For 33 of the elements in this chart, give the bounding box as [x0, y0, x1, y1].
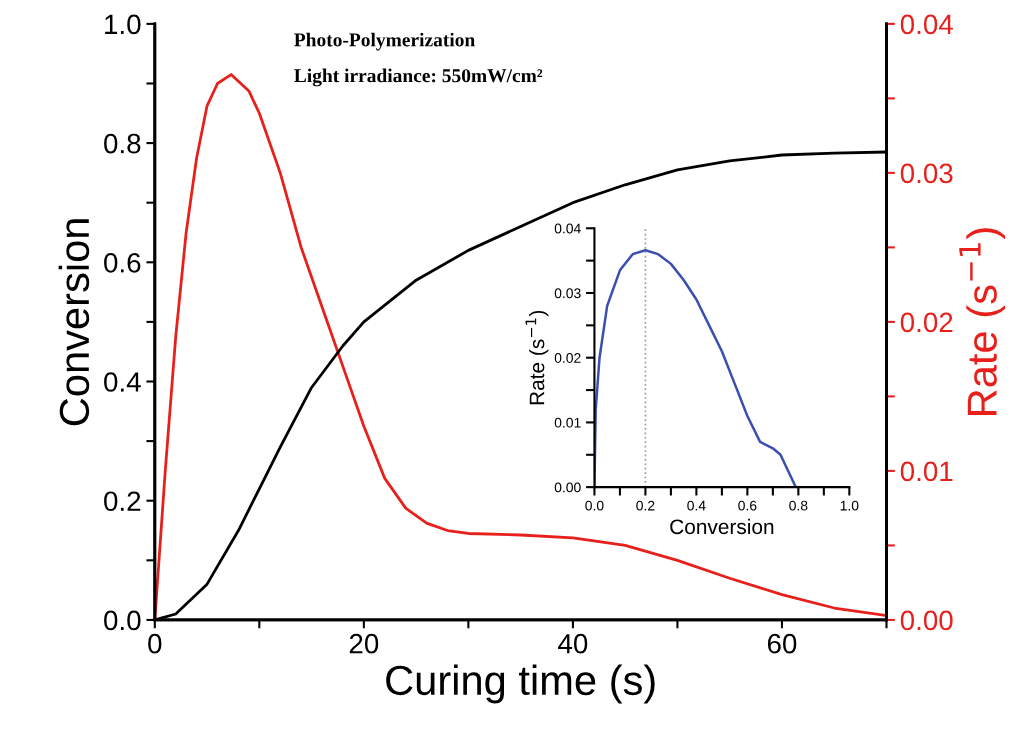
y-tick-label: 1.0 — [105, 14, 141, 35]
y-axis-title: Rate (s$^{−1}$) — [525, 310, 549, 405]
y-tick-label: 0.03 — [554, 288, 581, 299]
annotation: Light irradiance: 550mW/cm² — [294, 68, 543, 87]
y-tick-label: 0.4 — [104, 372, 141, 392]
x-tick-label: 0.6 — [738, 500, 757, 511]
y-tick-label: 0.0 — [104, 610, 141, 631]
y2-tick-label: 0.03 — [900, 163, 953, 184]
x-axis-title: Curing time (s) — [386, 664, 655, 704]
line-series — [594, 249, 798, 488]
y-axis-title: Conversion — [58, 219, 90, 426]
y-tick-label: 0.6 — [104, 252, 141, 273]
y2-tick-label: 0.01 — [900, 461, 953, 482]
x-tick-label: 0.4 — [687, 500, 706, 511]
y-tick-label: 0.02 — [554, 353, 581, 363]
y2-tick-label: 0.00 — [900, 610, 953, 631]
y-tick-label: 0.01 — [554, 417, 581, 428]
y2-tick-label: 0.04 — [900, 14, 953, 35]
x-tick-label: 20 — [349, 633, 379, 654]
y-tick-label: 0.04 — [554, 223, 581, 234]
x-tick-label: 0.2 — [636, 500, 655, 511]
y-tick-label: 0.8 — [104, 133, 141, 154]
x-tick-label: 1.0 — [840, 500, 859, 511]
x-axis-title: Conversion — [670, 518, 774, 535]
y-tick-label: 0.00 — [554, 482, 581, 493]
x-tick-label: 40 — [558, 633, 588, 654]
x-tick-label: 0.8 — [789, 500, 808, 511]
y2-tick-label: 0.02 — [900, 312, 953, 333]
x-tick-label: 60 — [767, 633, 797, 654]
y2-axis-title: Rate (s$^{−1}$) — [959, 228, 1006, 415]
x-tick-label: 0.0 — [585, 500, 604, 511]
annotation: Photo-Polymerization — [294, 32, 475, 51]
x-tick-label: 0 — [148, 633, 162, 654]
